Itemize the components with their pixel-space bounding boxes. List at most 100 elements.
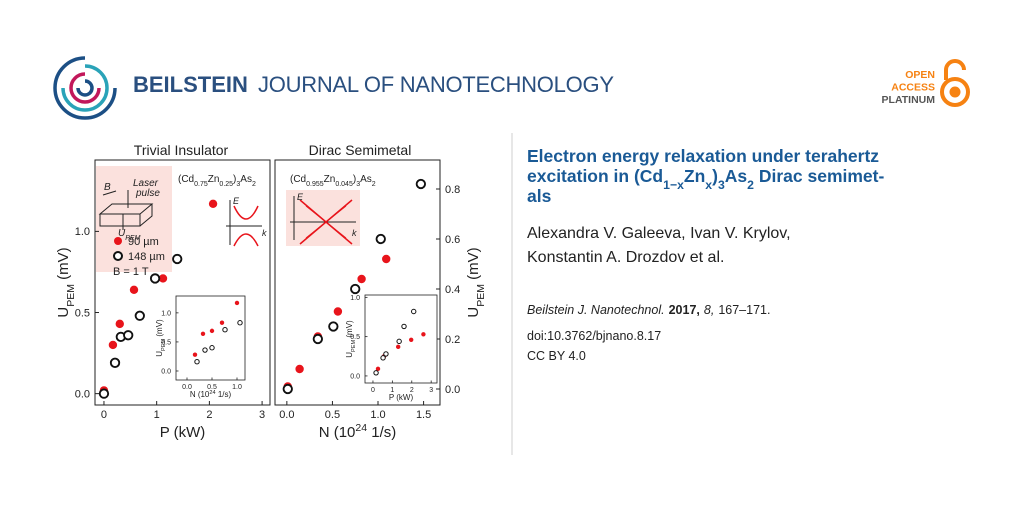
citation: Beilstein J. Nanotechnol. 2017, 8, 167–171. [527,303,770,317]
y-tick-label: 0.5 [75,307,90,319]
authors: Konstantin A. Drozdov et al. [527,249,724,266]
y-axis-label: UPEM (mV) [55,247,77,317]
article-title-part: ) [712,166,718,186]
x-axis-label: N (1024 1/s) [190,390,232,399]
data-point [383,351,389,357]
data-point [282,383,293,395]
y-tick-label: 1.0 [161,310,171,317]
data-point [411,308,417,315]
data-point [401,323,407,330]
article-title-part: 2 [747,178,754,192]
data-point [208,199,218,209]
x-axis-label: P (kW) [389,393,414,402]
data-point [375,366,381,372]
y-axis-label-part: (mV) [55,247,72,284]
y-tick-label: 0.5 [161,339,171,346]
formula-part: 0.045 [335,181,353,188]
y-axis-label: UPEM (mV) [465,247,487,317]
y-axis-label-part: U [155,351,164,357]
data-point [382,254,391,264]
data-point [396,338,402,345]
x-tick-label: 1 [390,387,394,394]
x-axis-label-part: 1/s) [216,390,232,399]
x-tick-label: 1 [154,409,160,421]
license: CC BY 4.0 [527,349,586,363]
x-tick-label: 1.0 [232,384,242,391]
data-point [237,320,243,326]
plot-frame [94,159,271,406]
article-title: Electron energy relaxation under teraher… [527,146,879,166]
data-point [129,285,139,295]
sketch-label-part: U [118,228,126,239]
plot-frame [364,294,438,384]
formula-part: 0.25 [219,181,233,188]
sketch-label: pulse [135,188,160,199]
x-tick-label: 1.0 [370,409,385,421]
badge-text: OPEN [905,69,935,81]
x-axis-label: N (1024 1/s) [319,422,397,441]
data-point [328,321,339,332]
data-point [395,344,401,350]
article-title-part: Dirac semimet- [754,166,885,186]
formula-part: ) [233,174,236,185]
data-point [408,337,414,342]
citation-part: 167–171. [718,303,770,317]
y-axis-label: UPEM (mV) [345,320,357,358]
y-tick-label: 1.0 [75,226,90,238]
y-axis-label-part: PEM [475,284,487,307]
y-tick-label: 0.4 [445,284,460,296]
formula-part: 3 [236,181,240,188]
data-point [234,300,240,306]
data-point [415,178,427,190]
x-axis-label-part: 1/s) [367,424,396,441]
formula-part: 3 [356,181,360,188]
formula-part: (Cd [290,174,306,185]
x-tick-label: 0.5 [325,409,340,421]
data-point [200,331,206,336]
sketch-label: UPEM [118,228,141,242]
article-title-part: excitation in (Cd [527,166,663,186]
y-axis-label-part: PEM [351,339,357,351]
legend-marker [114,237,122,245]
article-title-part: 1−x [663,178,684,192]
y-tick-label: 0.8 [445,184,460,196]
data-point [312,333,323,345]
y-tick-label: 1.0 [350,295,360,302]
data-point [333,307,343,316]
citation-part: 8, [704,303,714,317]
y-axis-label-part: (mV) [345,320,354,340]
x-tick-label: 0 [101,409,107,421]
y-axis-label-part: (mV) [155,319,164,339]
x-axis-label: P (kW) [160,424,206,441]
y-axis-label-part: PEM [65,284,77,307]
data-point [209,345,215,351]
article-title-part: As [725,166,748,186]
x-tick-label: 1.5 [416,409,431,421]
formula: (Cd0.955Zn0.045)3As2 [290,174,376,188]
x-tick-label: 2 [410,387,414,394]
plot-frame [175,295,246,381]
plot-frame [274,159,441,406]
data-point [375,233,386,245]
y-tick-label: 0.0 [75,388,90,400]
formula-part: As [240,174,252,185]
sketch-label: E [297,192,304,202]
data-point [222,327,228,333]
logo [53,56,117,120]
y-tick-label: 0.0 [161,368,171,375]
x-tick-label: 2 [206,409,212,421]
formula-part: (Cd [178,174,194,185]
data-point [357,274,366,284]
data-point [134,310,145,321]
sketch-left [96,166,262,272]
data-point [350,283,361,295]
x-axis-label-part: 24 [355,422,367,434]
legend-note: B = 1 T [113,266,149,278]
data-point [149,273,161,284]
article-title-part: x [705,178,712,192]
formula-part: 2 [372,181,376,188]
doi: doi:10.3762/bjnano.8.17 [527,329,661,343]
formula-part: As [360,174,372,185]
sketch-label: E [233,196,240,206]
